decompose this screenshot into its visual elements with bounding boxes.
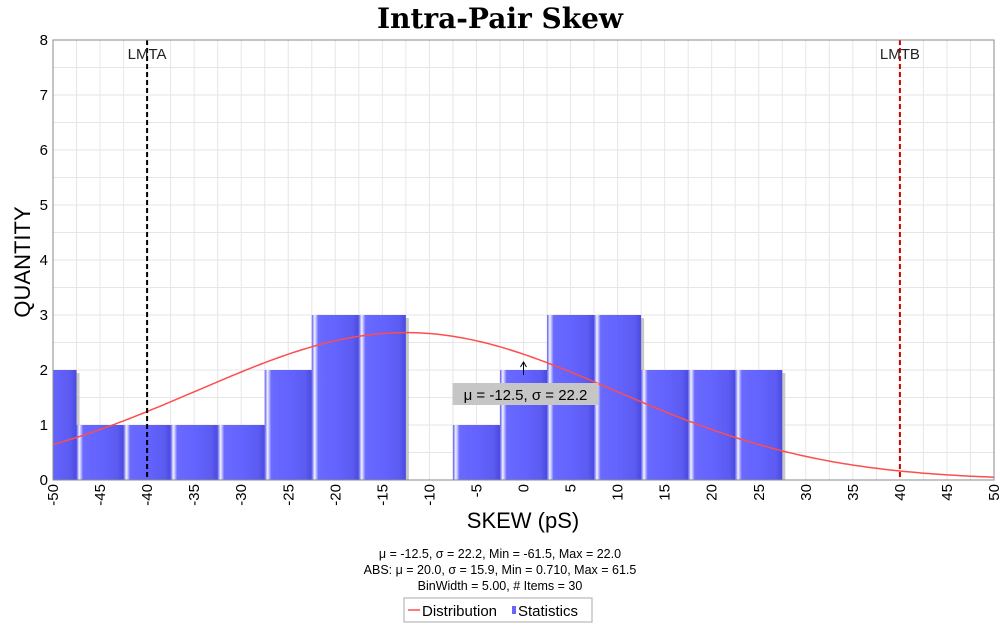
distribution-curve	[53, 331, 994, 478]
limit-label-lmtb: LMTB	[880, 46, 920, 63]
histogram-bar	[688, 370, 736, 480]
stats-line-3: BinWidth = 5.00, # Items = 30	[418, 579, 583, 593]
x-tick-labels: -50 -45 -40 -35 -30 -25 -20 -15 -10 -5 0 5 10 15 20 25 3…	[45, 484, 1000, 506]
x-axis-label: SKEW (pS)	[467, 508, 579, 533]
histogram-bar	[641, 370, 689, 480]
y-tick-label: 7	[40, 87, 48, 104]
histogram-bar	[594, 315, 642, 480]
stats-line-1: μ = -12.5, σ = 22.2, Min = -61.5, Max = …	[379, 547, 621, 561]
x-tick-label: -5	[468, 484, 485, 497]
limit-label-lmta: LMTA	[128, 46, 167, 63]
x-tick-label: -35	[186, 484, 203, 506]
legend-frame	[403, 597, 593, 623]
y-tick-label: 1	[40, 417, 48, 434]
x-tick-label: 35	[845, 484, 862, 501]
legend-distribution-label: Distribution	[422, 603, 497, 620]
legend-statistics-swatch	[512, 606, 516, 614]
histogram-bar	[311, 315, 359, 480]
limit-lines: LMTA LMTB	[128, 40, 920, 480]
x-tick-label: -30	[233, 484, 250, 506]
annotation-text: μ = -12.5, σ = 22.2	[464, 387, 588, 404]
distribution-annotation: μ = -12.5, σ = 22.2	[452, 361, 599, 405]
histogram-bar	[170, 425, 218, 480]
y-tick-label: 3	[40, 307, 48, 324]
histogram-bar	[217, 425, 265, 480]
x-tick-label: 40	[892, 484, 909, 501]
y-tick-label: 5	[40, 197, 48, 214]
annotation-box	[452, 383, 599, 405]
histogram-bar	[53, 370, 77, 480]
x-tick-label: 10	[610, 484, 627, 501]
x-tick-label: 20	[704, 484, 721, 501]
x-tick-label: 25	[751, 484, 768, 501]
y-tick-label: 2	[40, 362, 48, 379]
x-tick-label: -45	[92, 484, 109, 506]
x-tick-label: 5	[563, 484, 580, 492]
x-tick-label: -25	[280, 484, 297, 506]
chart-title: Intra-Pair Skew	[377, 2, 624, 35]
x-tick-label: -10	[421, 484, 438, 506]
x-tick-label: -20	[327, 484, 344, 506]
x-tick-label: -50	[45, 484, 62, 506]
x-tick-label: 50	[986, 484, 1000, 501]
x-tick-label: 30	[798, 484, 815, 501]
x-tick-label: -40	[139, 484, 156, 506]
histogram-bar	[76, 425, 124, 480]
y-tick-label: 6	[40, 142, 48, 159]
x-tick-label: -15	[374, 484, 391, 506]
y-tick-label: 0	[40, 472, 48, 489]
legend: Distribution Statistics	[403, 597, 593, 623]
y-axis-label: QUANTITY	[10, 206, 35, 318]
histogram-bar	[452, 425, 500, 480]
histogram-bar	[358, 315, 406, 480]
plot-frame	[52, 39, 995, 481]
annotation-arrow-head	[520, 361, 527, 368]
histogram-bar	[264, 370, 312, 480]
x-tick-label: 15	[657, 484, 674, 501]
stats-line-2: ABS: μ = 20.0, σ = 15.9, Min = 0.710, Ma…	[364, 563, 637, 577]
x-tick-label: 45	[939, 484, 956, 501]
y-tick-label: 8	[40, 32, 48, 49]
y-tick-labels: 0 1 2 3 4 5 6 7 8	[40, 32, 48, 489]
histogram-bar	[735, 370, 783, 480]
y-tick-label: 4	[40, 252, 48, 269]
x-tick-label: 0	[516, 484, 533, 492]
legend-statistics-label: Statistics	[518, 603, 578, 620]
